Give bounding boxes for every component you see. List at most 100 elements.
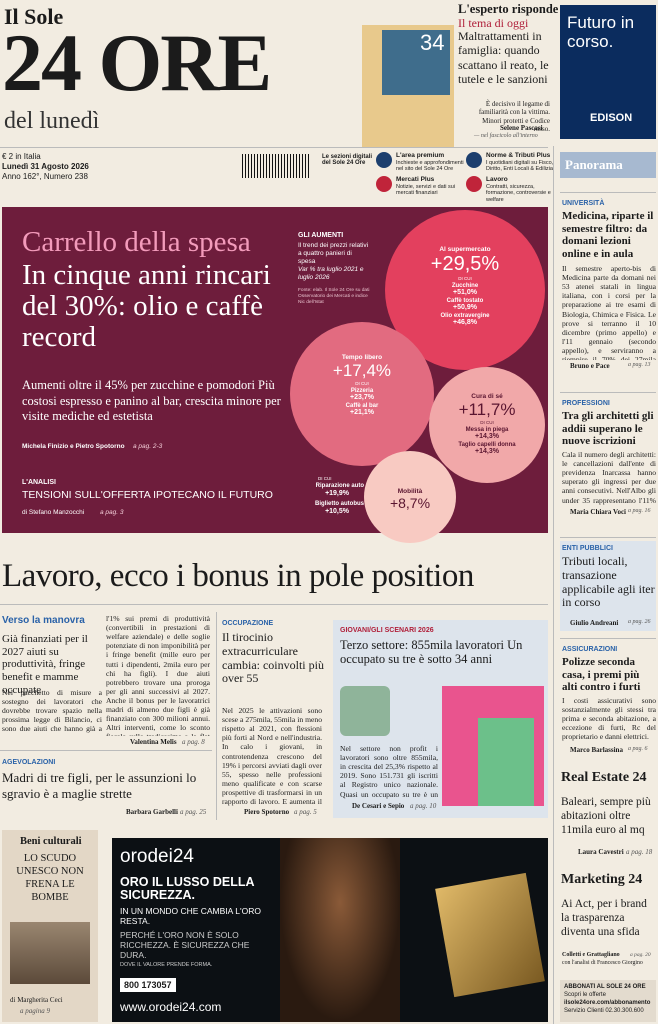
edition-issue: Anno 162°, Numero 238 [2,172,88,181]
kicker: AGEVOLAZIONI [2,759,56,766]
subscribe-box [560,980,656,1022]
manovra-author: Valentina Melis [130,738,177,746]
panorama-title: Polizze seconda casa, i premi più alti c… [562,656,641,694]
real-estate-page: a pag. 18 [626,848,653,856]
bubble-value: +8,7% [389,494,431,511]
panorama-page: a pag. 26 [628,619,651,625]
bubble-item-value: +14,3% [475,433,499,441]
esperto-label: L'esperto risponde [458,2,559,16]
of-which: DI CUI [355,381,369,387]
marketing-page: a pag. 20 [630,952,651,958]
bubble-text: Mobilità +8,7% [364,488,456,511]
bubble [290,322,434,466]
info-title: GLI AUMENTI [298,232,344,239]
digital-icon [376,176,392,192]
bubble-item-value: +51,0% [453,289,477,296]
bubble-item-value: +50,9% [453,304,477,311]
ad-brand: orodei24 [120,846,194,867]
main-headline: Lavoro, ecco i bonus in pole position [2,558,474,594]
beni-kicker: Beni culturali [20,836,82,847]
real-estate-title: Baleari, sempre più abitazioni oltre 11m… [561,796,651,836]
bubble-item-value: +19,9% [325,490,349,497]
bubble-text: Al supermercato +29,5% DI CUI Zucchine +51,0… [385,246,545,326]
kicker: GIOVANI/GLI SCENARI 2026 [340,627,434,634]
kicker: ENTI PUBBLICI [562,545,613,552]
ad-gold-box [435,872,545,998]
digital-icon [376,152,392,168]
bubble-value: +29,5% [430,253,500,275]
subscribe-title: ABBONATI AL SOLE 24 ORE [564,984,646,990]
bubble-item: Caffè tostato [446,298,484,304]
bubble [364,451,456,543]
esperto-extra: È decisivo il legame di familiarità con … [478,100,550,134]
bubble-item-value: +23,7% [350,394,374,402]
bubble-item: Pizzeria [350,388,374,395]
digital-text: Notizie, servizi e dati sui mercati fina… [396,184,455,197]
bubble [429,367,545,483]
info-text: Il trend dei prezzi relativi a quattro p… [298,242,369,266]
beni-title: LO SCUDO UNESCO NON FRENA LE BOMBE [16,853,84,904]
marketing-note: con l'analisi di Francesco Giorgino [562,960,643,966]
manovra-page: a pag. 8 [182,738,205,746]
digital-title: Mercati Plus [396,176,435,183]
digital-title: Norme & Tributi Plus [486,152,551,159]
manovra-body-2: l'1% sui premi di produttività (converti… [106,614,210,736]
occupazione-body: Nel 2025 le attivazioni sono scese a 275… [222,706,322,806]
bubble-item: Caffè al bar [345,403,379,410]
of-which: DI CUI [480,420,494,426]
digital-text: Inchieste e approfondimenti nel sito del… [396,160,464,173]
rule [216,612,217,820]
analysis-author: di Stefano Manzocchi [22,509,85,516]
panorama-body: Il semestre aperto-bis di Medicina parte… [562,264,656,360]
giovani-map [340,686,390,736]
feature-authors: Michela Finizio e Pietro Spotorno [22,443,125,450]
panorama-page: a pag. 16 [628,508,651,514]
panorama-box [560,541,656,631]
bubble-item: Riparazione auto [315,483,364,489]
analysis-label: L'ANALISI [22,479,56,486]
manovra-body: Nel pacchetto di misure a sostegno dei l… [2,688,102,736]
bubble-text: Tempo libero +17,4% DI CUI Pizzeria +23,7% Ca… [290,354,434,416]
occupazione-page: a pag. 5 [294,808,317,816]
occupazione-author: Piero Spotorno [244,808,290,816]
panorama-author: Marco Barlassina [570,746,623,754]
digital-icon [466,176,482,192]
kicker: Verso la manovra [2,615,85,626]
beni-author: di Margherita Ceci [10,996,63,1004]
feature-summary: Aumenti oltre il 45% per zucchine e pomo… [22,378,281,424]
info-period: Var % tra luglio 2021 e luglio 2026 [298,266,364,282]
bubble-text: Cura di sé +11,7% DI CUI Messa in piega +14,… [429,393,545,455]
bubble-item-value: +46,8% [453,319,477,326]
rule [0,604,548,605]
giovani-body: Nel settore non profit i lavoratori sono… [340,744,438,800]
top-ad-text: Futuro in corso. [567,13,635,51]
rule [0,147,548,148]
bubble-name: Mobilità [397,487,423,495]
cover-inner [382,30,450,95]
giovani-page: a pag. 10 [410,802,437,810]
agevolazioni-author: Barbara Garbelli [126,808,178,816]
rule [553,146,554,1024]
bubble-item: Taglio capelli donna [458,442,516,449]
kicker: OCCUPAZIONE [222,620,274,627]
analysis-title: TENSIONI SULL'OFFERTA IPOTECANO IL FUTUR… [22,489,273,501]
bubble-value: +17,4% [332,361,392,381]
panorama-label: Panorama [565,157,623,172]
digital-title: L'area premium [396,152,445,159]
giovani-bars [478,718,534,806]
kicker: UNIVERSITÀ [562,200,605,207]
panorama-title: Tra gli architetti gli addii superano le… [562,410,654,448]
agevolazioni-title: Madri di tre figli, per le assunzioni lo… [2,770,197,801]
panorama-body: Cala il numero degli architetti: le canc… [562,450,656,506]
marketing-author: Colletti e Grattagliano [562,952,620,958]
digital-label: Le sezioni digitali del Sole 24 Ore [322,154,373,166]
ad-tag: DOVE IL VALORE PRENDE FORMA. [120,962,213,968]
subscribe-service: Servizio Clienti 02.30.300.600 [564,1008,644,1014]
edition-date: Lunedì 31 Agosto 2026 [2,162,89,171]
bubble-item: Biglietto autobus [315,501,364,507]
rule [0,750,212,751]
edition-price: € 2 in Italia [2,152,41,161]
bubble-item-value: +10,5% [325,508,349,515]
bubble-item: Zucchine [451,283,479,289]
